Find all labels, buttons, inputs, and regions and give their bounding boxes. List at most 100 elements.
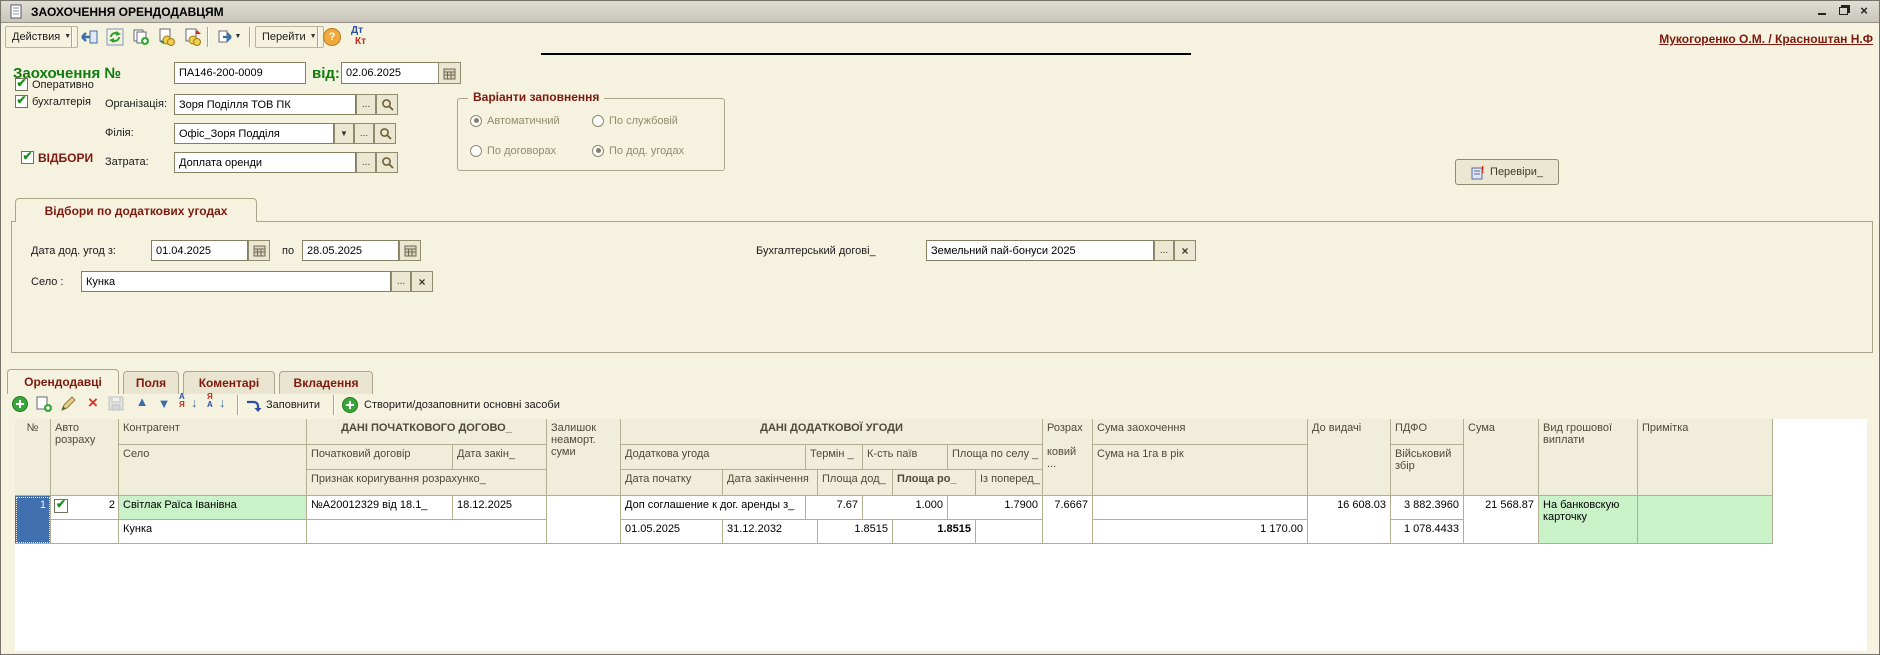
col-header-add-agreement: Додаткова угода	[621, 445, 806, 470]
expense-input[interactable]	[174, 152, 356, 173]
cell-from-prev[interactable]	[976, 520, 1043, 544]
restore-button[interactable]	[1834, 4, 1852, 19]
radio-by-memo[interactable]	[592, 115, 604, 127]
doc-date-input[interactable]	[341, 62, 439, 84]
cell-calc[interactable]: 7.6667	[1043, 496, 1093, 544]
cell-military[interactable]: 1 078.4433	[1391, 520, 1464, 544]
cell-village[interactable]: Кунка	[119, 520, 307, 544]
fill-button[interactable]: Заповнити	[245, 394, 320, 416]
col-header-finish-date: Дата закінчення	[723, 470, 818, 496]
col-header-to-issue: До видачі	[1308, 419, 1391, 496]
row-add-button[interactable]	[11, 395, 31, 415]
date-to-input[interactable]	[302, 240, 399, 261]
row-copy-button[interactable]	[35, 395, 55, 415]
accounting-checkbox[interactable]: ✔	[15, 95, 28, 108]
cell-sum-per-ha[interactable]: 1 170.00	[1093, 520, 1308, 544]
village-input[interactable]	[81, 271, 391, 292]
cell-initial-contract[interactable]: №А20012329 від 18.1_	[307, 496, 453, 520]
col-header-shares: К-сть паїв	[863, 445, 948, 470]
cell-finish-date[interactable]: 31.12.2032	[723, 520, 818, 544]
cell-row-num[interactable]: 1	[15, 496, 51, 544]
copy-new-button[interactable]	[129, 26, 153, 48]
tab-attachments[interactable]: Вкладення	[279, 371, 373, 394]
village-clear-button[interactable]: ×	[411, 271, 433, 292]
tab-filters-addendums[interactable]: Відбори по додаткових угодах	[15, 198, 257, 222]
row-move-up-button[interactable]: ▲	[133, 394, 151, 414]
radio-by-contracts[interactable]	[470, 145, 482, 157]
export-menu-button[interactable]: ▼	[213, 26, 245, 48]
save-grid-icon	[108, 396, 124, 411]
cell-adjust-flag[interactable]	[307, 520, 547, 544]
date-from-calendar-button[interactable]	[248, 240, 270, 261]
minimize-button[interactable]	[1813, 4, 1831, 19]
doc-date-calendar-button[interactable]	[438, 62, 461, 84]
calendar-icon	[404, 245, 416, 257]
check-button[interactable]: ! Перевіри_	[1455, 159, 1559, 185]
cell-contragent[interactable]: Світлак Раїса Іванівна	[119, 496, 307, 520]
org-input[interactable]	[174, 94, 356, 115]
refresh-button[interactable]	[103, 26, 127, 48]
cell-term[interactable]: 7.67	[806, 496, 863, 520]
date-from-input[interactable]	[151, 240, 248, 261]
cell-to-issue[interactable]: 16 608.03	[1308, 496, 1391, 544]
post-document-button[interactable]	[155, 26, 179, 48]
cell-payment-type[interactable]: На банковскую карточку	[1539, 496, 1638, 544]
help-button[interactable]: ?	[323, 28, 341, 46]
cell-area-add[interactable]: 1.8515	[818, 520, 893, 544]
date-to-calendar-button[interactable]	[399, 240, 421, 261]
tab-fields[interactable]: Поля	[123, 371, 179, 394]
radio-automatic[interactable]	[470, 115, 482, 127]
cell-note[interactable]	[1638, 496, 1773, 544]
responsible-users-link[interactable]: Мукогоренко О.М. / Красноштан Н.Ф	[1659, 32, 1873, 46]
row-delete-button[interactable]: ×	[83, 393, 103, 413]
letter-ya: Я	[207, 392, 213, 401]
cell-pdfo[interactable]: 3 882.3960	[1391, 496, 1464, 520]
cell-shares[interactable]: 1.000	[863, 496, 948, 520]
branch-select-button[interactable]: ...	[354, 123, 374, 144]
branch-dropdown-button[interactable]: ▼	[334, 123, 354, 144]
cell-end-date[interactable]: 18.12.2025	[453, 496, 547, 520]
radio-by-addendums[interactable]	[592, 145, 604, 157]
org-select-button[interactable]: ...	[356, 94, 376, 115]
create-assets-button[interactable]: Створити/дозаповнити основні засоби	[341, 394, 560, 416]
post-document-icon	[159, 28, 175, 46]
row-move-down-button[interactable]: ▼	[155, 396, 173, 416]
actions-button[interactable]: Действия ▼	[5, 26, 79, 48]
cell-add-agreement[interactable]: Доп соглашение к дог. аренды з_	[621, 496, 806, 520]
cell-incentive-sum[interactable]	[1093, 496, 1308, 520]
goto-button[interactable]: Перейти ▼	[255, 26, 324, 48]
row-save-button[interactable]	[107, 395, 127, 415]
cell-auto[interactable]: ✔ 2	[51, 496, 119, 520]
contract-clear-button[interactable]: ×	[1174, 240, 1196, 261]
contract-input[interactable]	[926, 240, 1154, 261]
save-close-button[interactable]	[77, 26, 101, 48]
cell-area-village[interactable]: 1.7900	[948, 496, 1043, 520]
operational-checkbox[interactable]: ✔	[15, 78, 28, 91]
dt-icon: Дт	[351, 25, 364, 36]
cell-auto-line2[interactable]	[51, 520, 119, 544]
close-button[interactable]: ×	[1855, 4, 1873, 19]
branch-open-button[interactable]	[374, 123, 396, 144]
doc-number-input[interactable]	[174, 62, 306, 84]
unpost-document-button[interactable]	[181, 26, 205, 48]
dtkt-button[interactable]: Дт Кт	[351, 25, 366, 47]
vidbory-checkbox[interactable]: ✔	[21, 151, 34, 164]
cell-start-date[interactable]: 01.05.2025	[621, 520, 723, 544]
cell-sum[interactable]: 21 568.87	[1464, 496, 1539, 544]
sort-asc-button[interactable]: А Я ↓	[179, 393, 203, 415]
actions-label: Действия	[12, 31, 61, 43]
row-edit-button[interactable]	[59, 395, 79, 415]
expense-open-button[interactable]	[376, 152, 398, 173]
expense-select-button[interactable]: ...	[356, 152, 376, 173]
sort-desc-button[interactable]: Я А ↓	[207, 393, 231, 415]
village-select-button[interactable]: ...	[391, 271, 411, 292]
tab-comments[interactable]: Коментарі	[183, 371, 275, 394]
check-icon: ✔	[22, 151, 33, 163]
cell-area-ro[interactable]: 1.8515	[893, 520, 976, 544]
auto-checkbox[interactable]: ✔	[54, 499, 68, 513]
branch-input[interactable]	[174, 123, 334, 144]
cell-residual[interactable]	[547, 496, 621, 544]
org-open-button[interactable]	[376, 94, 398, 115]
tab-landlords[interactable]: Орендодавці	[7, 369, 119, 394]
contract-select-button[interactable]: ...	[1154, 240, 1174, 261]
